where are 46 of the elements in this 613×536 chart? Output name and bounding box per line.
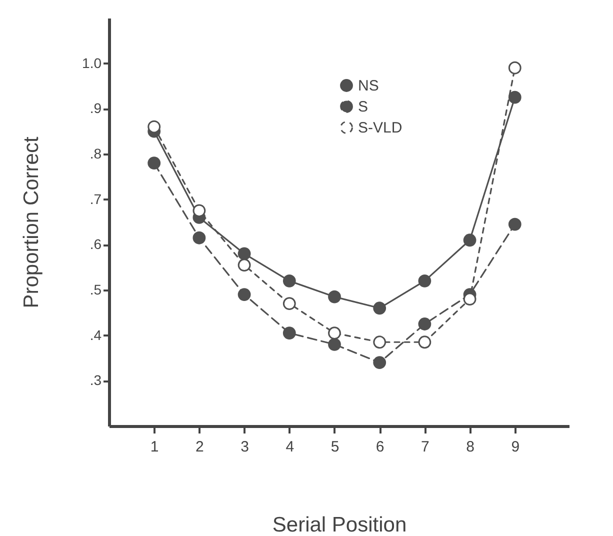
point xyxy=(508,61,522,74)
point xyxy=(328,326,341,340)
x-tick-label: 7 xyxy=(421,438,430,456)
point xyxy=(373,302,386,315)
point xyxy=(463,234,476,247)
point xyxy=(192,231,206,244)
y-axis-title: Proportion Correct xyxy=(20,136,44,308)
point xyxy=(328,338,341,351)
y-tick-label: .6 xyxy=(90,236,102,252)
point xyxy=(508,90,522,104)
x-tick-label: 5 xyxy=(330,438,340,456)
x-tick-label: 6 xyxy=(376,438,384,456)
point xyxy=(508,218,522,231)
point xyxy=(282,297,296,310)
point xyxy=(148,156,161,170)
x-axis-title: Serial Position xyxy=(272,514,407,536)
legend-label: S xyxy=(358,98,368,116)
y-tick-label: 1.0 xyxy=(82,54,102,71)
x-tick-label: 2 xyxy=(196,438,204,456)
y-tick-label: .7 xyxy=(90,190,102,207)
point xyxy=(282,326,296,340)
x-tick-label: 3 xyxy=(240,438,249,456)
point xyxy=(418,336,432,349)
point xyxy=(463,292,476,306)
point xyxy=(373,356,386,369)
point xyxy=(192,204,206,218)
y-tick-label: .8 xyxy=(90,146,102,162)
point xyxy=(238,258,251,272)
point xyxy=(328,290,341,304)
y-tick-label: .4 xyxy=(90,326,102,343)
legend-label: NS xyxy=(358,78,379,94)
y-tick-label: .3 xyxy=(90,372,102,388)
x-tick-label: 4 xyxy=(286,438,294,456)
point xyxy=(148,120,161,134)
y-tick-label: .5 xyxy=(90,282,102,298)
y-tick-label: .9 xyxy=(90,100,102,116)
point xyxy=(418,274,432,288)
x-tick-label: 8 xyxy=(466,438,474,456)
x-tick-label: 1 xyxy=(150,438,159,456)
point xyxy=(373,336,386,349)
point xyxy=(418,318,432,330)
point xyxy=(238,288,251,301)
legend-label: S-VLD xyxy=(358,120,402,136)
x-tick-label: 9 xyxy=(511,438,520,456)
point xyxy=(238,247,251,260)
point xyxy=(282,274,296,288)
